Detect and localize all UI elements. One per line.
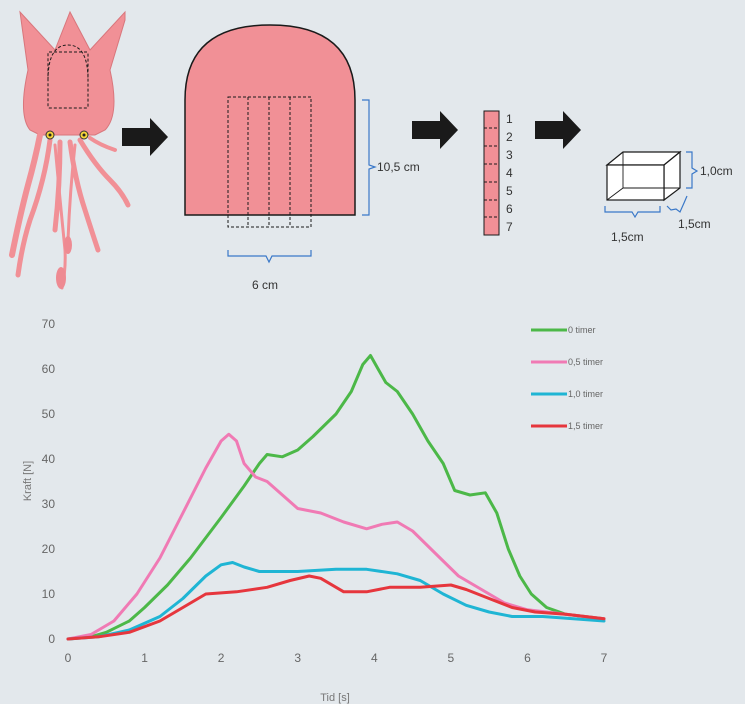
chart-legend: 0 timer 0,5 timer 1,0 timer 1,5 timer bbox=[531, 325, 603, 431]
x-tick-label: 5 bbox=[448, 651, 455, 665]
cube-height-bracket bbox=[686, 151, 699, 189]
y-tick-label: 20 bbox=[42, 542, 56, 556]
strip-number-4: 4 bbox=[506, 166, 513, 180]
legend-label-3: 1,0 timer bbox=[568, 389, 603, 399]
y-tick-label: 0 bbox=[48, 632, 55, 646]
y-tick-label: 60 bbox=[42, 362, 56, 376]
y-tick-label: 30 bbox=[42, 497, 56, 511]
strip-number-5: 5 bbox=[506, 184, 513, 198]
x-axis-ticks: 0 1 2 3 4 5 6 7 bbox=[65, 651, 608, 665]
x-tick-label: 7 bbox=[601, 651, 608, 665]
legend-label-1: 0 timer bbox=[568, 325, 596, 335]
legend-label-2: 0,5 timer bbox=[568, 357, 603, 367]
width-label: 6 cm bbox=[252, 278, 278, 292]
strip-number-3: 3 bbox=[506, 148, 513, 162]
strip-number-7: 7 bbox=[506, 220, 513, 234]
arrow-right-icon bbox=[122, 118, 168, 156]
mantle-piece bbox=[184, 24, 356, 228]
strip-number-2: 2 bbox=[506, 130, 513, 144]
series-line-2 bbox=[66, 432, 606, 641]
cube-depth-bracket bbox=[666, 195, 688, 213]
strip-number-1: 1 bbox=[506, 112, 513, 126]
x-tick-label: 1 bbox=[141, 651, 148, 665]
x-tick-label: 2 bbox=[218, 651, 225, 665]
squid-illustration bbox=[9, 10, 131, 290]
cube-height-label: 1,0cm bbox=[700, 164, 733, 178]
cube-width-bracket bbox=[604, 206, 661, 219]
width-bracket bbox=[227, 250, 312, 264]
y-tick-label: 40 bbox=[42, 452, 56, 466]
arrow-right-icon bbox=[535, 111, 581, 149]
length-label: 10,5 cm bbox=[377, 160, 420, 174]
series-line-1 bbox=[66, 354, 606, 641]
x-tick-label: 6 bbox=[524, 651, 531, 665]
x-tick-label: 3 bbox=[294, 651, 301, 665]
series-line-3 bbox=[66, 561, 606, 641]
sample-strip bbox=[483, 110, 500, 236]
y-axis-ticks: 0 10 20 30 40 50 60 70 bbox=[42, 317, 56, 646]
series-lines bbox=[66, 354, 606, 641]
strip-number-list: 1 2 3 4 5 6 7 bbox=[506, 112, 513, 234]
x-tick-label: 0 bbox=[65, 651, 72, 665]
strip-number-6: 6 bbox=[506, 202, 513, 216]
y-tick-label: 50 bbox=[42, 407, 56, 421]
cube-depth-label: 1,5cm bbox=[678, 217, 711, 231]
y-tick-label: 10 bbox=[42, 587, 56, 601]
y-tick-label: 70 bbox=[42, 317, 56, 331]
series-line-4 bbox=[66, 574, 606, 641]
force-time-chart: 0 10 20 30 40 50 60 70 0 1 2 3 4 5 6 7 Kraft [N] Tid [… bbox=[22, 317, 608, 704]
x-tick-label: 4 bbox=[371, 651, 378, 665]
length-bracket bbox=[362, 99, 377, 216]
y-axis-title: Kraft [N] bbox=[22, 461, 34, 501]
legend-label-4: 1,5 timer bbox=[568, 421, 603, 431]
arrow-right-icon bbox=[412, 111, 458, 149]
sample-cube bbox=[605, 150, 682, 202]
cube-width-label: 1,5cm bbox=[611, 230, 644, 244]
x-axis-title: Tid [s] bbox=[320, 692, 350, 704]
